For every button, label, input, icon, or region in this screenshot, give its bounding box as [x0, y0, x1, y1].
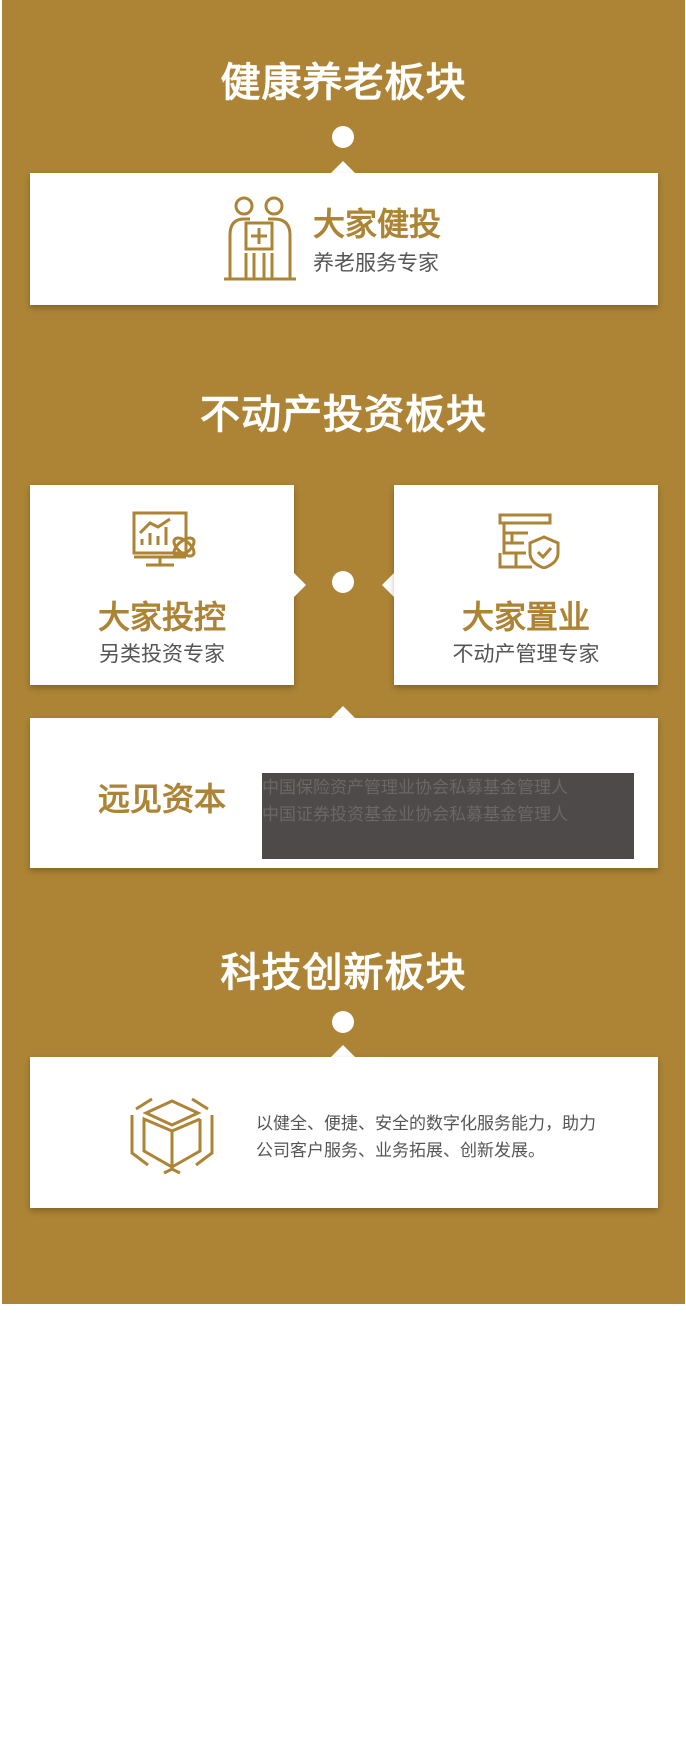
cube-icon: [128, 1093, 216, 1179]
qualification-line-2: 中国证券投资基金业协会私募基金管理人: [262, 805, 568, 825]
card-health: 大家健投 养老服务专家: [30, 173, 658, 305]
timeline-dot: [332, 1011, 354, 1033]
timeline-dot: [332, 126, 354, 148]
card-tech: 以健全、便捷、安全的数字化服务能力，助力公司客户服务、业务拓展、创新发展。: [30, 1057, 658, 1208]
card-investment: 大家投控 另类投资专家: [30, 485, 294, 685]
tech-description: 以健全、便捷、安全的数字化服务能力，助力公司客户服务、业务拓展、创新发展。: [256, 1114, 596, 1161]
elderly-care-icon: [222, 195, 298, 285]
card-pointer: [294, 573, 306, 597]
card-property-subtitle: 不动产管理专家: [452, 642, 600, 666]
card-pointer: [382, 573, 394, 597]
section-title-tech: 科技创新板块: [220, 950, 467, 996]
content-panel: 健康养老板块 大家健投 养老服务专家 不动产投资板块: [2, 0, 685, 1304]
card-pointer: [331, 161, 355, 173]
card-pointer: [331, 1045, 355, 1057]
qualification-line-1: 中国保险资产管理业协会私募基金管理人: [262, 778, 568, 798]
card-investment-subtitle: 另类投资专家: [99, 642, 225, 666]
card-health-name: 大家健投: [313, 205, 442, 243]
card-investment-name: 大家投控: [97, 598, 226, 636]
card-property-name: 大家置业: [461, 598, 590, 636]
building-shield-icon: [498, 513, 560, 573]
card-capital-name: 远见资本: [97, 780, 226, 818]
section-title-realestate: 不动产投资板块: [200, 392, 487, 438]
qualification-box: 中国保险资产管理业协会私募基金管理人 中国证券投资基金业协会私募基金管理人: [262, 773, 634, 859]
section-title-health: 健康养老板块: [220, 60, 467, 106]
timeline-dot: [332, 571, 354, 593]
card-pointer: [331, 706, 355, 718]
card-capital: 远见资本 中国保险资产管理业协会私募基金管理人 中国证券投资基金业协会私募基金管…: [30, 718, 658, 868]
investment-chart-icon: [132, 511, 198, 571]
card-health-subtitle: 养老服务专家: [313, 251, 439, 275]
card-property: 大家置业 不动产管理专家: [394, 485, 658, 685]
